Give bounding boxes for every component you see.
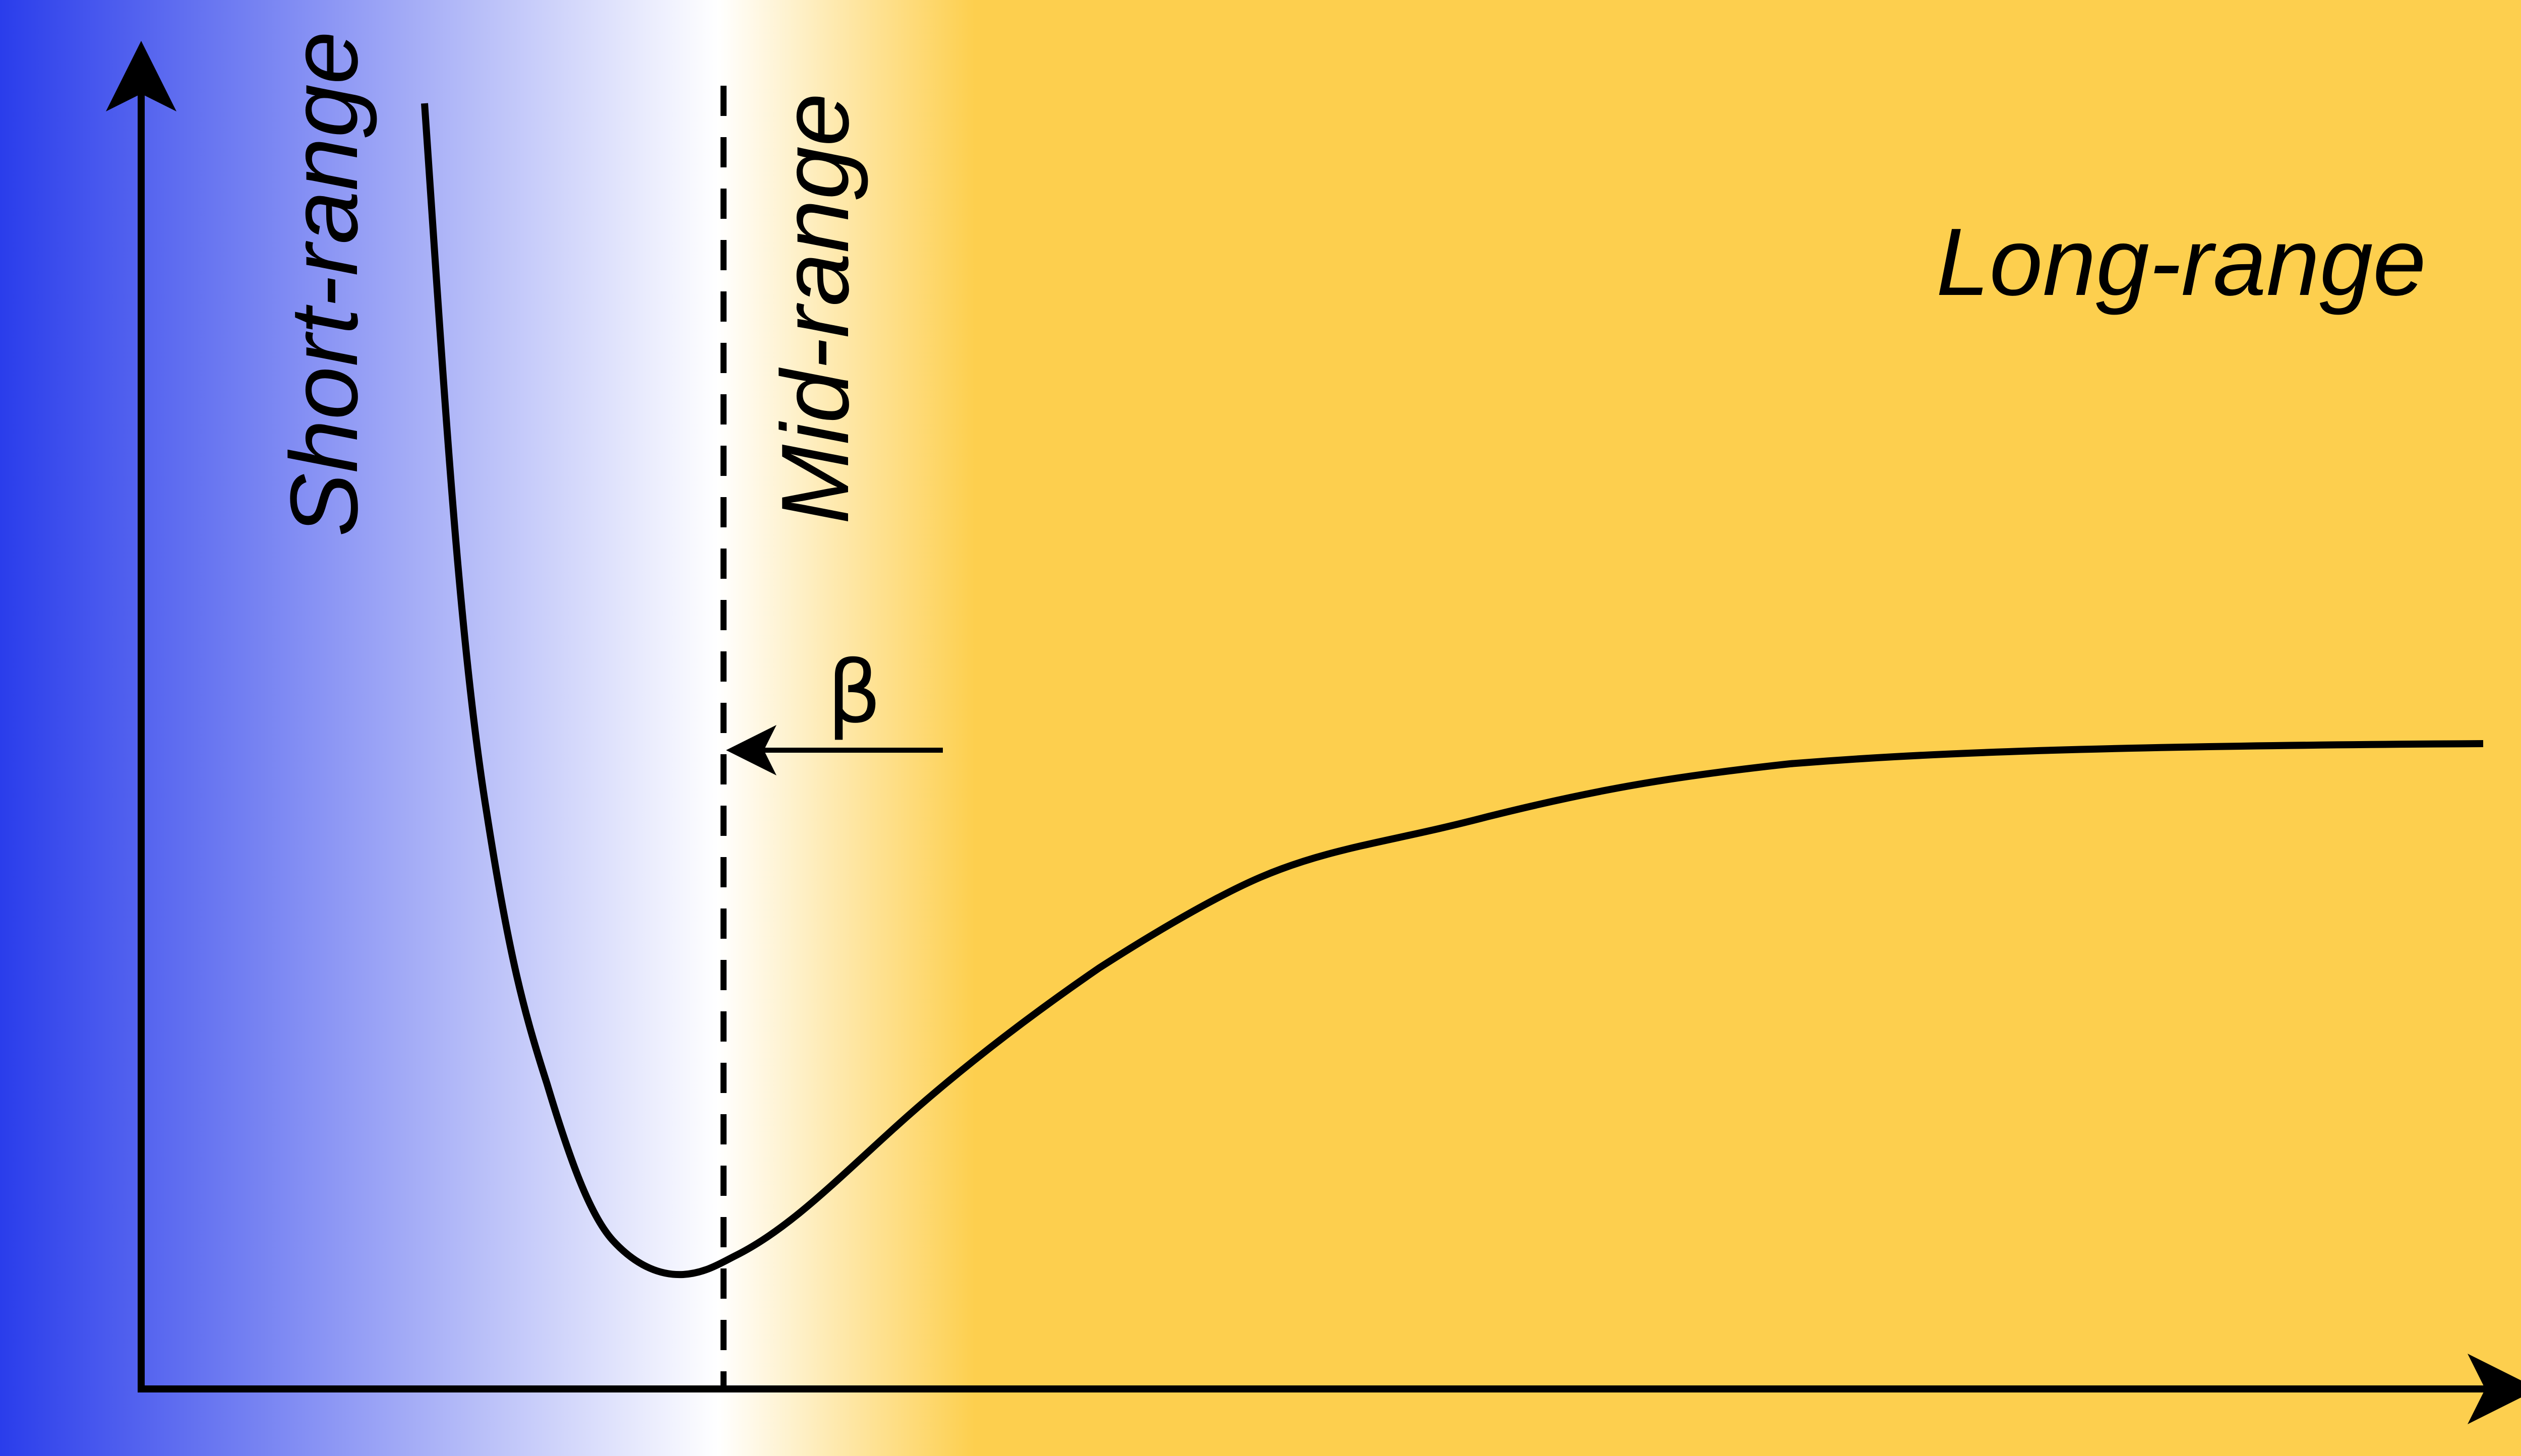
potential-curve <box>421 103 2484 1279</box>
mid-range-label: Mid-range <box>762 93 869 524</box>
beta-label: β <box>827 643 882 743</box>
short-range-label: Short-range <box>271 31 378 537</box>
long-range-label: Long-range <box>1936 209 2426 316</box>
